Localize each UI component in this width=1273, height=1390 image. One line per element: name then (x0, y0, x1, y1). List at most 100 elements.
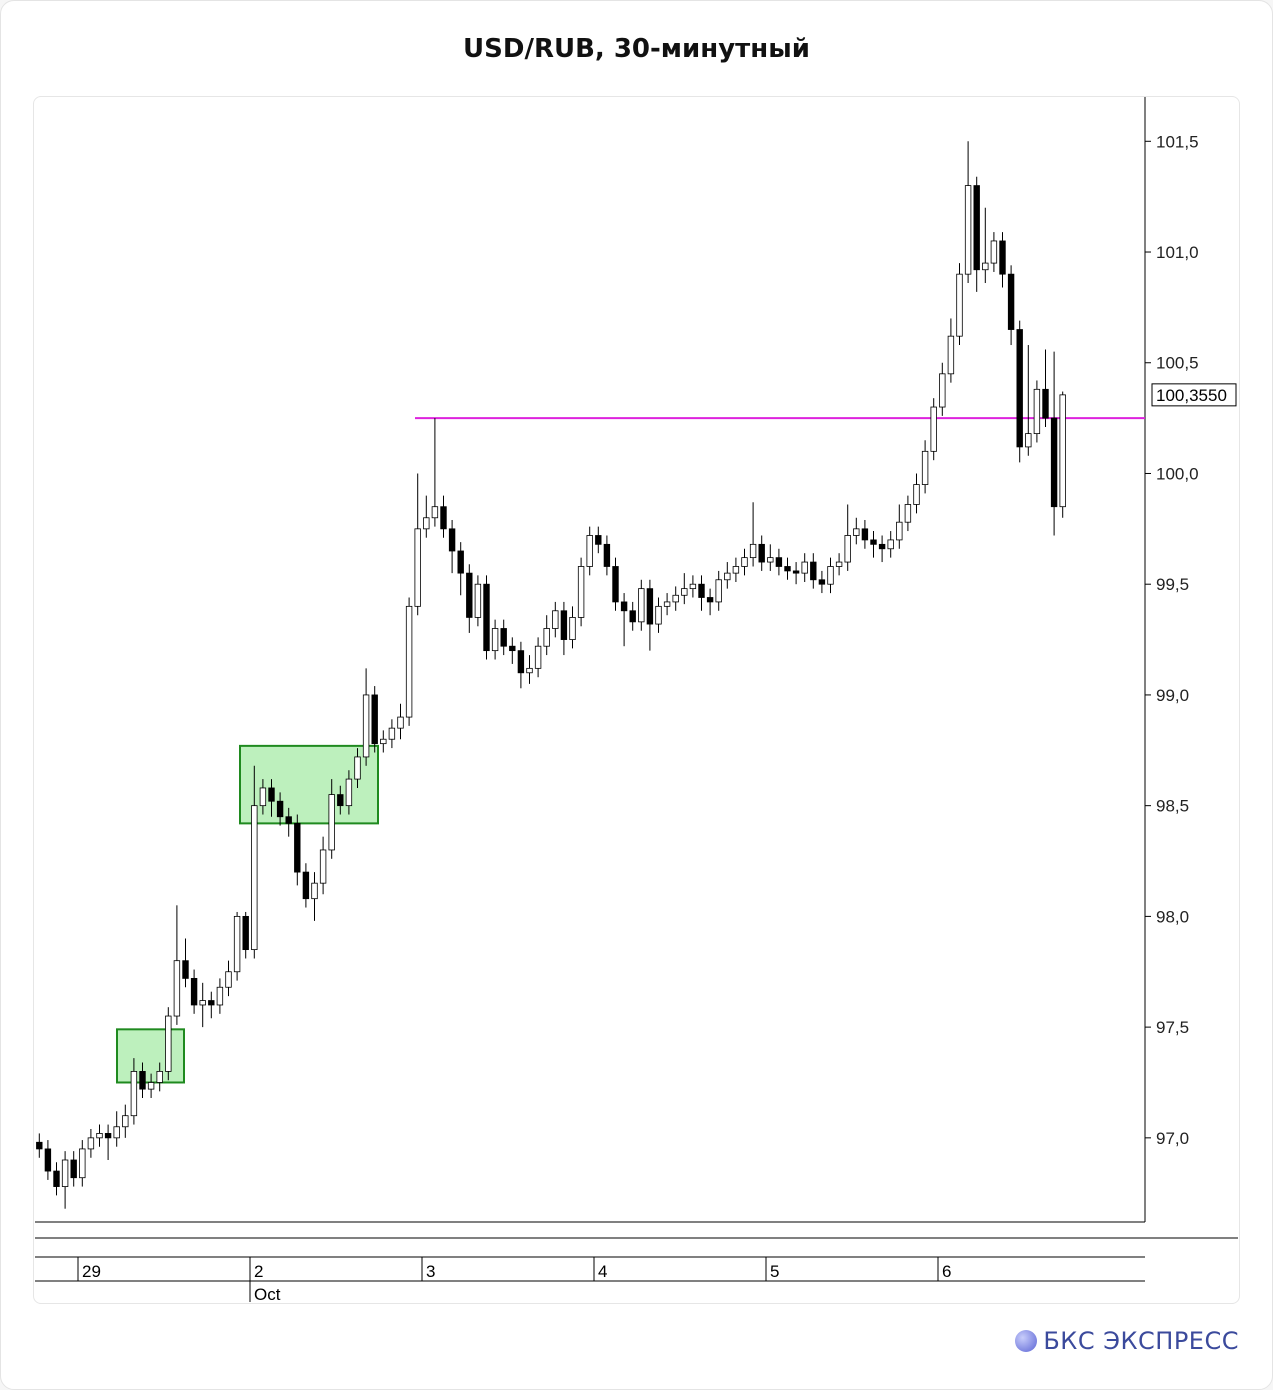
candle-body (741, 557, 748, 567)
y-tick-label: 98,0 (1156, 907, 1189, 926)
candle-body (698, 583, 705, 598)
candle-body (380, 738, 387, 745)
candle-body (165, 1015, 172, 1072)
candle-body (835, 561, 843, 567)
candle-body (440, 506, 447, 530)
candle-body (190, 977, 198, 1006)
candle-body (61, 1159, 69, 1187)
candle-body (182, 960, 189, 979)
candle-body (939, 373, 946, 408)
candle-body (276, 800, 284, 818)
candle-body (139, 1071, 146, 1090)
candle-body (251, 805, 258, 951)
candle-body (1007, 273, 1015, 330)
y-tick-label: 99,0 (1156, 686, 1189, 705)
candle-body (233, 915, 241, 973)
y-tick-label: 100,0 (1156, 464, 1199, 483)
candle-body (999, 240, 1006, 275)
candle-body (638, 588, 645, 623)
candle-body (646, 588, 654, 625)
candle-body (595, 535, 602, 545)
candle-body (130, 1071, 138, 1117)
candle-body (930, 406, 937, 452)
candle-body (122, 1115, 129, 1128)
candle-body (1059, 394, 1066, 508)
candle-body (947, 335, 955, 375)
y-tick-label: 97,0 (1156, 1129, 1189, 1148)
candle-body (354, 756, 361, 780)
candle-body (371, 694, 378, 745)
y-tick-label: 97,5 (1156, 1018, 1189, 1037)
candle-body (560, 610, 568, 640)
candle-body (423, 517, 430, 530)
candle-body (388, 727, 396, 740)
x-tick-label: 2 (254, 1262, 263, 1281)
x-tick-label: 4 (598, 1262, 607, 1281)
y-tick-label: 98,5 (1156, 797, 1189, 816)
candle-body (810, 561, 817, 581)
candle-body (337, 794, 344, 807)
candle-body (113, 1126, 120, 1139)
candle-body (156, 1071, 163, 1083)
candle-body (1016, 329, 1023, 448)
candle-body (483, 583, 490, 652)
candle-body (147, 1082, 155, 1090)
y-tick-label: 99,5 (1156, 575, 1189, 594)
candle-body (818, 579, 826, 585)
last-price-label: 100,3550 (1156, 386, 1227, 405)
candle-body (328, 794, 335, 851)
candle-body (586, 535, 593, 567)
candle-body (982, 262, 989, 271)
candle-body (526, 667, 533, 674)
candle-body (715, 579, 722, 603)
candle-body (964, 185, 972, 275)
candle-body (79, 1148, 86, 1179)
candle-body (612, 566, 619, 603)
candle-body (362, 694, 370, 758)
candle-body (457, 550, 464, 574)
candle-body (672, 594, 679, 603)
y-tick-label: 101,0 (1156, 243, 1199, 262)
x-tick-label: 3 (426, 1262, 435, 1281)
candle-body (749, 543, 757, 559)
candle-body (732, 566, 740, 574)
y-tick-label: 100,5 (1156, 354, 1199, 373)
candle-body (552, 610, 559, 629)
candle-body (896, 521, 903, 541)
candle-body (904, 504, 912, 523)
candle-body (500, 628, 507, 647)
candle-body (216, 986, 224, 1006)
candle-body (509, 645, 516, 652)
candle-body (990, 240, 998, 264)
candle-body (311, 882, 318, 900)
chart-card (33, 96, 1240, 1304)
candle-body (870, 539, 877, 545)
candle-body (431, 506, 439, 519)
candle-body (268, 787, 275, 802)
candle-body (474, 583, 482, 618)
candle-body (775, 557, 783, 567)
candle-body (242, 915, 249, 951)
candle-body (543, 628, 550, 647)
candle-body (173, 960, 181, 1017)
candle-body (620, 601, 628, 612)
candle-body (414, 528, 421, 607)
zone (116, 1028, 185, 1084)
candle-body (491, 628, 499, 652)
logo-text: БКС ЭКСПРЕСС (1043, 1327, 1239, 1355)
candle-body (853, 528, 860, 536)
candle-body (225, 971, 232, 988)
candle-body (70, 1159, 77, 1179)
candle-body (285, 816, 292, 824)
candle-body (629, 610, 636, 623)
candle-body (208, 1000, 215, 1006)
candle-body (921, 450, 929, 485)
candle-body (345, 778, 353, 807)
candle-body (878, 543, 886, 550)
candle-body (913, 484, 920, 505)
candle-body (577, 566, 585, 618)
candle-body (887, 539, 894, 550)
candle-body (405, 605, 413, 718)
candle-body (655, 605, 662, 625)
